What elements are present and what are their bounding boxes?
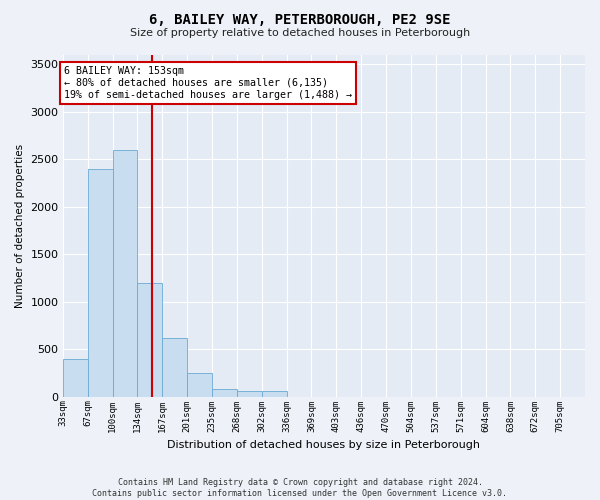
Y-axis label: Number of detached properties: Number of detached properties (15, 144, 25, 308)
Text: 6, BAILEY WAY, PETERBOROUGH, PE2 9SE: 6, BAILEY WAY, PETERBOROUGH, PE2 9SE (149, 12, 451, 26)
Bar (237, 391, 262, 396)
Text: Size of property relative to detached houses in Peterborough: Size of property relative to detached ho… (130, 28, 470, 38)
Bar (163, 338, 187, 396)
Bar (262, 392, 287, 396)
Bar (212, 388, 237, 396)
Text: Contains HM Land Registry data © Crown copyright and database right 2024.
Contai: Contains HM Land Registry data © Crown c… (92, 478, 508, 498)
Bar (137, 283, 163, 397)
Bar (113, 150, 137, 396)
Text: 6 BAILEY WAY: 153sqm
← 80% of detached houses are smaller (6,135)
19% of semi-de: 6 BAILEY WAY: 153sqm ← 80% of detached h… (64, 66, 352, 100)
X-axis label: Distribution of detached houses by size in Peterborough: Distribution of detached houses by size … (167, 440, 481, 450)
Bar (63, 358, 88, 397)
Bar (187, 373, 212, 396)
Bar (88, 169, 113, 396)
